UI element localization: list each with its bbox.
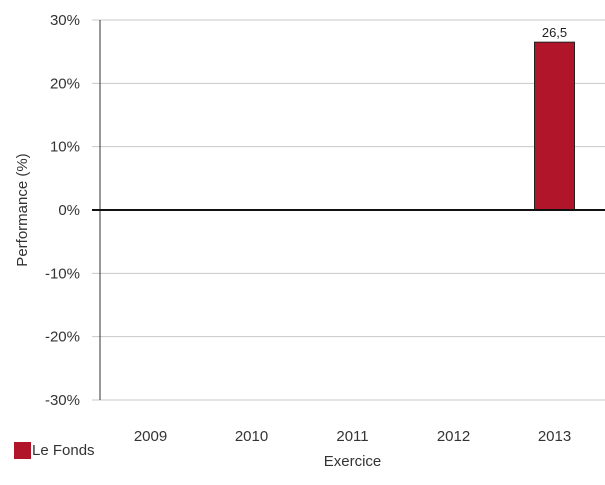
data-labels: 26,5 [542, 25, 567, 40]
x-tick-label: 2010 [235, 428, 268, 445]
gridlines [92, 19, 605, 401]
y-tick-label: -20% [45, 329, 80, 346]
x-tick-label: 2011 [336, 428, 368, 445]
x-tick-label: 2013 [538, 428, 571, 445]
x-tick-label: 2012 [437, 428, 470, 445]
y-axis-title: Performance (%) [14, 153, 31, 266]
y-tick-label: -10% [45, 265, 80, 282]
legend-label: Le Fonds [32, 442, 95, 459]
bars [534, 41, 575, 211]
legend-swatch [14, 442, 31, 459]
y-tick-label: 0% [58, 202, 80, 219]
x-tick-label: 2009 [134, 428, 167, 445]
x-axis-tick-labels: 2009 2010 2011 2012 2013 [134, 428, 571, 445]
y-tick-label: -30% [45, 392, 80, 409]
y-tick-label: 20% [50, 75, 80, 92]
y-tick-label: 10% [50, 139, 80, 156]
y-tick-label: 30% [50, 12, 80, 29]
y-axis-tick-labels: 30% 20% 10% 0% -10% -20% -30% [45, 12, 80, 409]
x-axis-title: Exercice [324, 453, 382, 470]
data-label: 26,5 [542, 25, 567, 40]
bar [534, 41, 575, 211]
legend: Le Fonds [14, 442, 95, 459]
